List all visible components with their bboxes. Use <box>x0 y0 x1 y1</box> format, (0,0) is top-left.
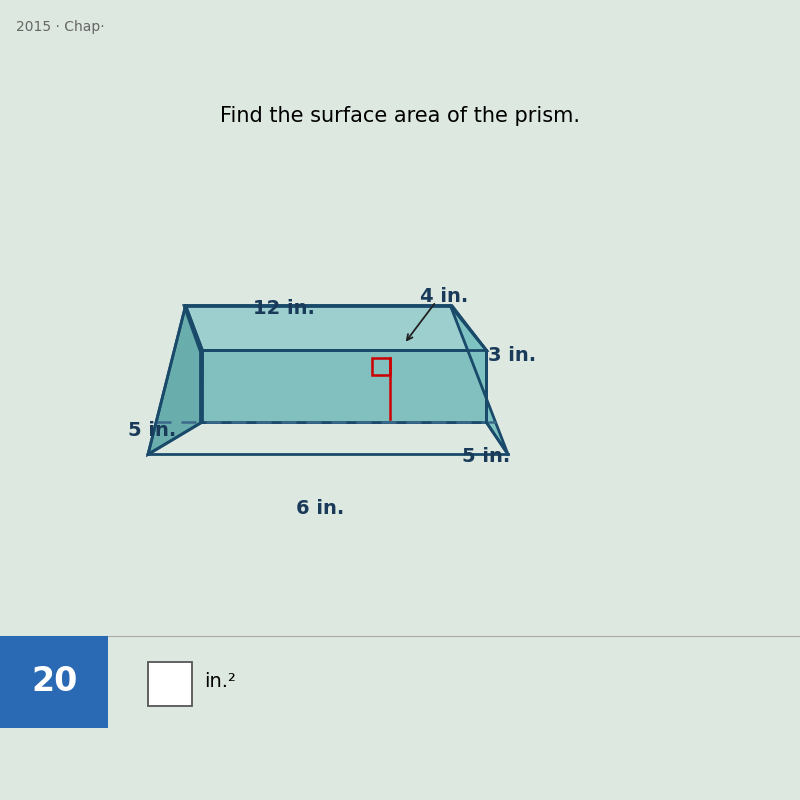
Polygon shape <box>148 306 202 454</box>
Bar <box>372 358 390 375</box>
Text: 5 in.: 5 in. <box>128 421 176 440</box>
Bar <box>148 662 192 706</box>
Text: 2015 · Chap·: 2015 · Chap· <box>16 20 105 34</box>
Text: Find the surface area of the prism.: Find the surface area of the prism. <box>220 106 580 126</box>
Polygon shape <box>186 306 486 350</box>
Polygon shape <box>450 306 508 454</box>
Bar <box>0 636 108 728</box>
Text: 3 in.: 3 in. <box>488 346 536 366</box>
Text: in.²: in.² <box>204 672 236 691</box>
Polygon shape <box>184 306 486 350</box>
Text: 20: 20 <box>31 665 78 698</box>
Text: 5 in.: 5 in. <box>462 446 510 466</box>
Text: 4 in.: 4 in. <box>420 286 468 306</box>
Text: 6 in.: 6 in. <box>296 498 344 518</box>
Polygon shape <box>202 350 486 422</box>
Text: 12 in.: 12 in. <box>253 298 315 318</box>
Polygon shape <box>200 350 486 422</box>
